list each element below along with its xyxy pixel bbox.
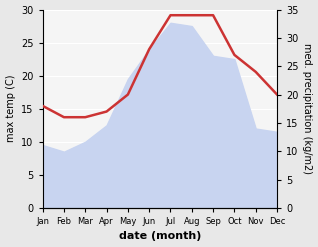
Y-axis label: med. precipitation (kg/m2): med. precipitation (kg/m2): [302, 43, 313, 174]
X-axis label: date (month): date (month): [119, 231, 201, 242]
Y-axis label: max temp (C): max temp (C): [5, 75, 16, 143]
